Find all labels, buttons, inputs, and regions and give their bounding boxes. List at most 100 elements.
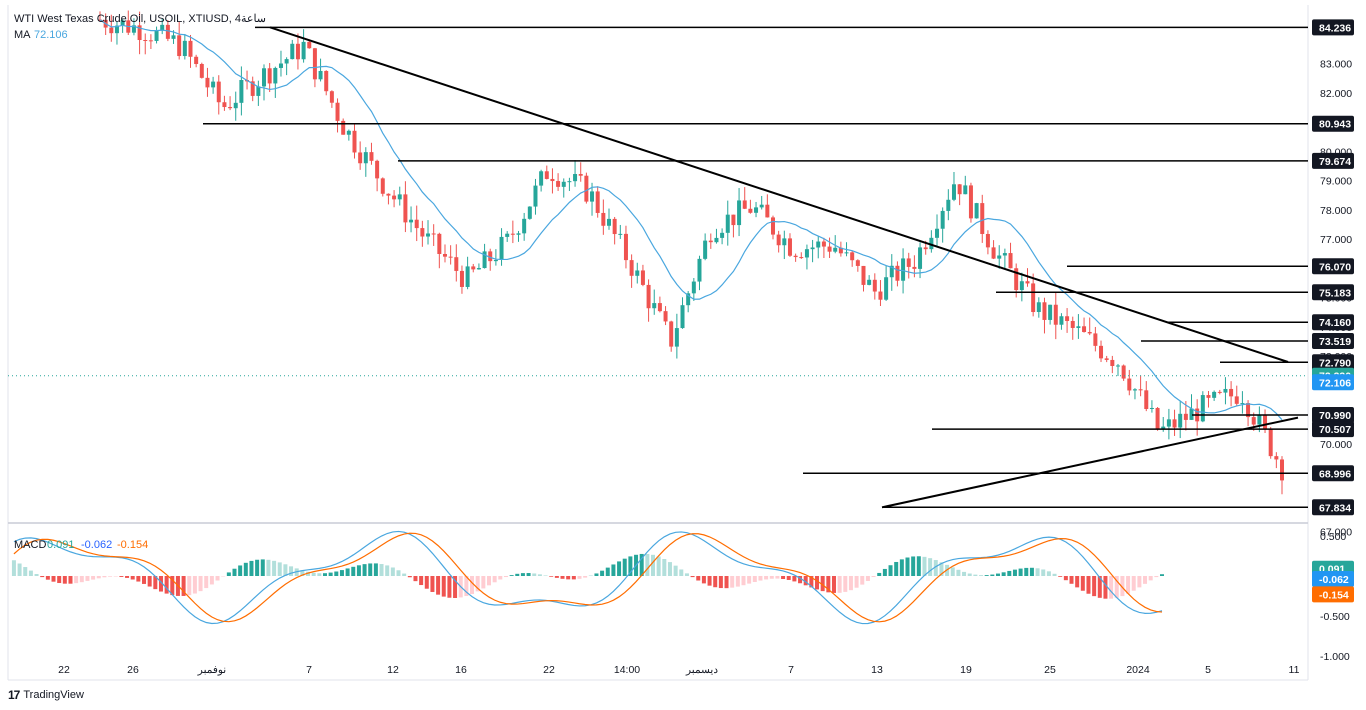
macd-histogram-bar [549,576,554,577]
macd-histogram-bar [673,565,678,576]
macd-histogram-bar [232,568,237,576]
candle-body [1200,395,1205,422]
candle-body [262,68,267,87]
candle-body [742,200,747,209]
candle-body [929,237,934,250]
macd-histogram-bar [198,576,203,592]
candle-body [380,178,385,194]
candle-body [222,102,227,108]
candle-body [205,77,210,88]
time-tick-label: 13 [871,664,883,676]
candle-body [267,68,272,84]
candle-body [522,218,527,234]
candle-body [991,247,996,259]
macd-histogram-bar [34,574,39,576]
macd-histogram-bar [639,553,644,576]
ma-label: MA [14,29,31,41]
chart-frame [7,5,1309,681]
macd-histogram-bar [803,576,808,586]
macd-histogram-bar [679,569,684,576]
candle-body [177,35,182,57]
macd-histogram-bar [1029,567,1034,576]
macd-histogram-bar [368,563,373,576]
candle-body [663,311,668,322]
candle-body [759,204,764,208]
candle-body [1042,302,1047,320]
candle-body [652,303,657,309]
level-price-label: 73.519 [1319,336,1351,348]
macd-histogram-bar [532,573,537,576]
candle-body [250,81,255,96]
macd-signal-value: -0.154 [117,539,148,551]
candle-body [985,233,990,248]
macd-histogram-bar [1160,574,1164,576]
macd-histogram-bar [447,576,452,598]
candle-body [1132,389,1137,391]
candle-body [946,199,951,211]
macd-histogram-bar [651,554,656,576]
candle-body [748,208,753,213]
candle-body [584,175,589,202]
candle-body [618,233,623,235]
macd-histogram-bar [571,576,576,580]
macd-histogram-bar [933,560,938,576]
candle-body [431,233,436,235]
macd-histogram-bar [419,576,424,586]
candle-body [703,240,708,259]
candle-body [1093,333,1098,346]
candle-body [448,256,453,258]
macd-histogram-bar [922,556,927,576]
time-tick-label: 11 [1289,664,1300,676]
candle-body [776,234,781,246]
candle-body [1121,365,1126,379]
macd-histogram-bar [515,573,520,576]
ascending-trendline [881,416,1299,509]
candle-body [1127,378,1132,391]
macd-histogram-bar [611,564,616,576]
candle-body [493,259,498,262]
candle-body [754,207,759,213]
macd-histogram-bar [11,560,16,576]
macd-histogram-bar [390,567,395,576]
macd-line-value: -0.062 [81,539,112,551]
moving-average-line [8,19,1308,421]
macd-histogram-bar [713,576,718,588]
time-tick-label: 25 [1044,664,1056,676]
macd-histogram-bar [85,576,90,581]
candle-body [867,279,872,285]
candle-body [561,181,566,187]
macd-histogram-bar [113,576,118,577]
candle-body [957,184,962,195]
candle-body [556,181,561,187]
macd-histogram-bar [164,576,169,594]
macd-histogram-bar [17,563,22,576]
level-price-tag [1312,354,1354,371]
macd-histogram-bar [1080,576,1085,591]
candle-body [1002,253,1007,256]
macd-histogram-bar [1126,576,1131,594]
candle-body [697,258,702,282]
level-price-tag [1312,19,1354,36]
macd-histogram-bar [1012,569,1017,576]
macd-histogram-bar [453,576,458,598]
candle-body [1076,326,1081,328]
candle-body [312,48,317,80]
candle-body [109,27,114,34]
macd-histogram-bar [503,576,508,578]
macd-histogram-bar [877,572,882,576]
candle-body [680,305,685,329]
candle-body [131,25,136,33]
candle-body [341,120,346,135]
candle-body [997,255,1002,259]
candle-body [143,40,148,42]
candle-body [771,217,776,235]
macd-histogram-bar [854,576,859,588]
macd-histogram-bar [775,576,780,579]
macd-histogram-bar [894,561,899,576]
time-tick-label: 14:00 [614,664,640,676]
price-tick-label: 67.000 [1320,527,1352,539]
footer-brand[interactable]: 17 TradingView [8,688,84,702]
macd-histogram-bar [911,556,916,576]
macd-histogram-bar [130,576,135,580]
